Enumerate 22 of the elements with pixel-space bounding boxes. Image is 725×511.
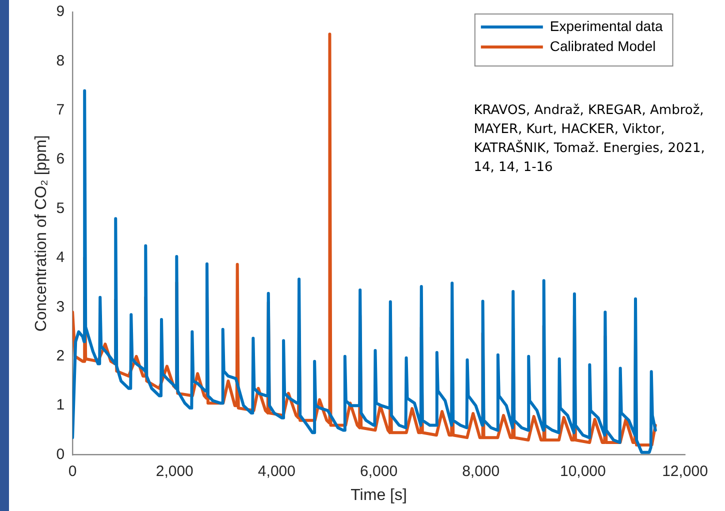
x-tick-label: 12,000	[662, 462, 708, 480]
legend-label: Calibrated Model	[550, 38, 656, 54]
y-tick-label: 9	[56, 3, 65, 20]
x-tick-label: 4,000	[258, 462, 296, 480]
y-tick-label: 1	[56, 396, 65, 414]
y-tick-label: 6	[56, 150, 65, 168]
x-tick-label: 6,000	[360, 462, 398, 480]
y-axis-title: Concentration of CO₂ [ppm]	[33, 135, 50, 332]
y-tick-label: 7	[56, 102, 65, 119]
y-tick-label: 8	[56, 52, 65, 70]
y-tick-label: 5	[56, 200, 65, 217]
x-axis-title: Time [s]	[350, 486, 407, 504]
y-tick-label: 4	[56, 249, 65, 266]
legend-label: Experimental data	[550, 18, 663, 34]
x-tick-label: 10,000	[560, 462, 606, 480]
y-tick-label: 0	[56, 446, 65, 463]
x-tick-label: 8,000	[462, 462, 500, 480]
x-tick-label: 2,000	[156, 462, 194, 480]
y-tick-label: 3	[56, 298, 65, 316]
y-tick-label: 2	[56, 348, 65, 365]
x-tick-label: 0	[68, 462, 77, 480]
annotation: KRAVOS, Andraž, KREGAR, Ambrož, MAYER, Kurt, HACKER, Viktor, KATRAŠNIK, Tomaž. Energies, 2021, 14, 14, 1-16	[474, 102, 705, 175]
